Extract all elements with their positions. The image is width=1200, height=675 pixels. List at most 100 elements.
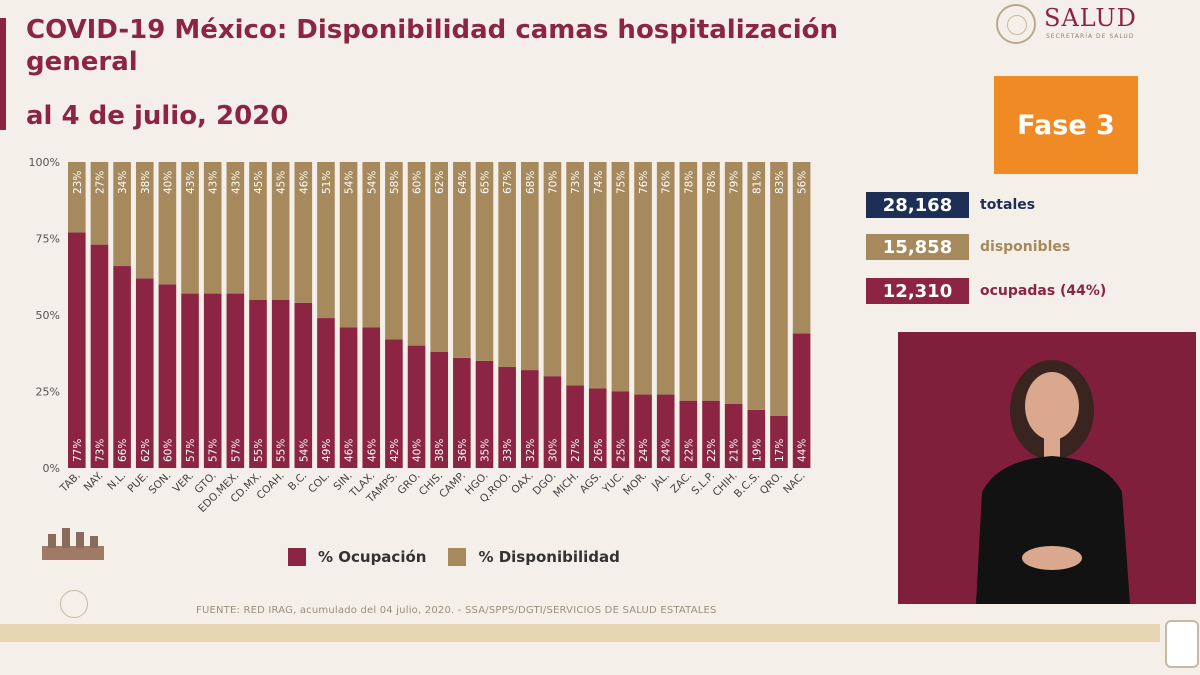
legend-swatch-availability xyxy=(448,548,467,566)
data-label-availability: 27% xyxy=(94,171,106,194)
data-label-availability: 45% xyxy=(253,171,265,194)
data-label-availability: 54% xyxy=(344,171,356,194)
data-label-occupancy: 33% xyxy=(502,439,514,462)
data-label-availability: 76% xyxy=(661,171,673,194)
x-tick-label: AGS. xyxy=(578,470,604,496)
stat-available-label: disponibles xyxy=(980,239,1071,255)
data-label-availability: 56% xyxy=(797,171,809,194)
data-label-availability: 62% xyxy=(434,171,446,194)
data-label-occupancy: 27% xyxy=(570,439,582,462)
bar-occupancy xyxy=(430,351,448,468)
x-tick-label: QRO. xyxy=(758,470,785,497)
bar-availability xyxy=(543,162,562,377)
bar-availability xyxy=(317,162,335,319)
x-tick-label: B.C. xyxy=(286,470,309,493)
y-tick-label: 100% xyxy=(29,156,60,169)
data-label-occupancy: 44% xyxy=(797,439,809,462)
bar-availability xyxy=(770,162,788,416)
data-label-availability: 73% xyxy=(570,171,582,194)
bar-availability xyxy=(475,162,494,361)
data-label-availability: 74% xyxy=(593,171,605,194)
bar-availability xyxy=(339,162,358,328)
x-tick-label: SON. xyxy=(147,470,174,497)
logo-text: SALUD xyxy=(1044,4,1137,32)
bar-availability xyxy=(566,162,584,386)
data-label-occupancy: 66% xyxy=(117,439,129,462)
y-tick-label: 0% xyxy=(43,462,60,475)
logo-subtext: SECRETARÍA DE SALUD xyxy=(1046,33,1135,40)
x-tick-label: N.L. xyxy=(105,470,128,493)
bar-availability xyxy=(181,162,199,294)
bar-availability xyxy=(158,162,177,285)
x-tick-label: TAB. xyxy=(57,470,83,496)
data-label-occupancy: 57% xyxy=(185,439,197,462)
bar-occupancy xyxy=(656,394,675,468)
bar-occupancy xyxy=(135,278,154,468)
x-tick-label: MICH. xyxy=(551,470,581,500)
bar-occupancy xyxy=(226,293,245,468)
bar-occupancy xyxy=(498,367,516,468)
bar-occupancy xyxy=(747,409,766,468)
bar-occupancy xyxy=(475,360,494,468)
x-tick-label: OAX. xyxy=(509,470,536,497)
x-tick-label: NAY. xyxy=(82,470,106,494)
bar-availability xyxy=(747,162,766,410)
x-tick-label: YUC. xyxy=(600,470,627,497)
bar-occupancy xyxy=(770,415,788,468)
salud-logo: SALUD SECRETARÍA DE SALUD xyxy=(996,2,1186,46)
title-accent-bar xyxy=(0,18,6,130)
bar-availability xyxy=(203,162,222,294)
bar-occupancy xyxy=(317,318,335,468)
data-label-occupancy: 46% xyxy=(366,439,378,462)
bar-availability xyxy=(792,162,811,334)
data-label-availability: 81% xyxy=(751,171,763,194)
legend-label-occupancy: % Ocupación xyxy=(318,548,427,566)
bar-occupancy xyxy=(385,339,403,468)
bar-availability xyxy=(430,162,448,352)
data-label-occupancy: 32% xyxy=(525,439,537,462)
data-label-occupancy: 57% xyxy=(208,439,220,462)
sign-language-interpreter-video xyxy=(898,332,1196,604)
bar-availability xyxy=(271,162,290,300)
y-tick-label: 75% xyxy=(36,233,60,246)
stat-available-value: 15,858 xyxy=(866,234,969,260)
data-label-occupancy: 22% xyxy=(706,439,718,462)
data-label-occupancy: 54% xyxy=(298,439,310,462)
bar-availability xyxy=(362,162,381,328)
bar-occupancy xyxy=(724,403,743,468)
bar-availability xyxy=(113,162,131,267)
bar-availability xyxy=(656,162,675,395)
bar-occupancy xyxy=(792,333,811,468)
bar-occupancy xyxy=(339,327,358,468)
x-tick-label: CAMP. xyxy=(437,470,468,501)
data-label-availability: 46% xyxy=(298,171,310,194)
data-label-occupancy: 55% xyxy=(276,439,288,462)
bar-occupancy xyxy=(203,293,222,468)
bar-availability xyxy=(407,162,426,346)
data-label-availability: 67% xyxy=(502,171,514,194)
x-tick-label: B.C.S. xyxy=(732,470,763,501)
data-label-availability: 43% xyxy=(230,171,242,194)
bar-occupancy xyxy=(249,299,267,468)
data-label-occupancy: 73% xyxy=(94,439,106,462)
bar-occupancy xyxy=(407,345,426,468)
stat-total-value: 28,168 xyxy=(866,192,969,218)
data-label-occupancy: 19% xyxy=(751,439,763,462)
bar-occupancy xyxy=(634,394,652,468)
bar-occupancy xyxy=(566,385,584,468)
data-label-occupancy: 55% xyxy=(253,439,265,462)
historic-figures-emblem xyxy=(40,520,106,570)
corner-seal-icon xyxy=(1165,620,1199,668)
bar-occupancy xyxy=(702,400,720,468)
data-label-availability: 40% xyxy=(162,171,174,194)
x-tick-label: VER. xyxy=(171,470,197,496)
bar-availability xyxy=(498,162,516,368)
source-note: FUENTE: RED IRAG, acumulado del 04 julio… xyxy=(196,605,717,616)
data-label-availability: 51% xyxy=(321,171,333,194)
bar-availability xyxy=(634,162,652,395)
bar-availability xyxy=(611,162,630,392)
y-tick-label: 50% xyxy=(36,309,60,322)
data-label-availability: 43% xyxy=(208,171,220,194)
legend-item-availability: % Disponibilidad xyxy=(448,548,620,566)
data-label-occupancy: 42% xyxy=(389,439,401,462)
